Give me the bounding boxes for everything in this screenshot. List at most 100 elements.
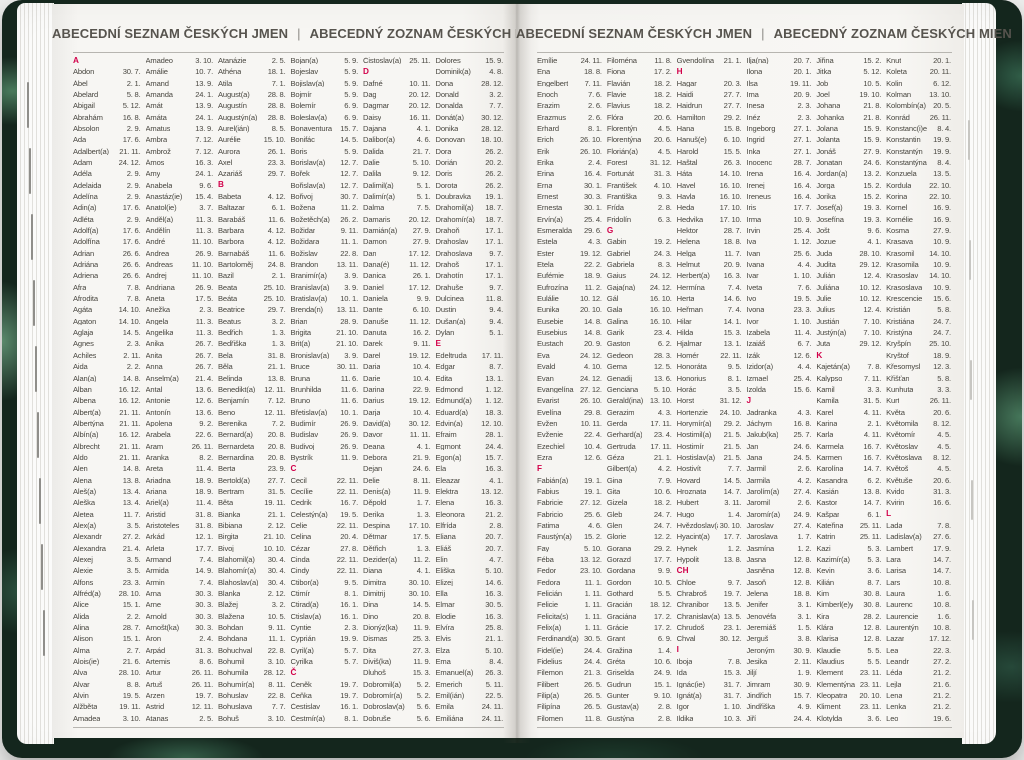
name: Juliána (816, 283, 840, 292)
name-day-date: 17. 2. (653, 67, 672, 77)
page-header-czech: ABECEDNÍ SEZNAM ČESKÝCH JMEN (52, 26, 289, 41)
name-entry: Haidi 27. 7. (677, 89, 742, 100)
name-day-date: 14. 8. (584, 316, 602, 326)
name-day-date: 25. 6. (793, 248, 812, 258)
name: Felicita(s) (537, 612, 569, 621)
name: Daisy (363, 113, 382, 122)
name-entry: Adelaida 2. 9. (73, 180, 141, 191)
name: Drahoš (435, 261, 460, 269)
name: Blahomír(a) (218, 567, 257, 575)
name-entry: Dagmar 20. 12. (363, 100, 431, 111)
name-entry: Aram 26. 11. (146, 441, 214, 452)
name: Anastáz(ie) (145, 193, 183, 201)
name-entry: Iveta 7. 6. (746, 282, 811, 293)
section-letter: Č (291, 668, 359, 679)
name: Alison (73, 635, 93, 643)
name: Dluhoš (363, 669, 386, 678)
name-day-date: 20. 7. (485, 543, 503, 553)
name: Eduard(a) (435, 408, 468, 417)
page-header: ABECEDNÍ SEZNAM ČESKÝCH JMEN | ABECEDNÝ ZO… (516, 26, 1012, 41)
name: Dětmar (363, 533, 387, 541)
name: Lambert (886, 544, 913, 553)
name-day-date: 21. 1. (485, 634, 503, 644)
name: Aram (145, 442, 164, 451)
name-entry: Artuš 26. 11. (146, 679, 214, 690)
name-entry: Korina 22. 10. (886, 191, 951, 202)
name-day-date: 30. 3. (195, 623, 213, 633)
name: Hamilton (676, 113, 706, 122)
name-day-date: 15. 2. (584, 532, 602, 542)
name: Helga (676, 249, 696, 258)
name-entry: Bedřiška 1. 3. (218, 339, 286, 350)
name-entry: Apolena 9. 2. (146, 418, 214, 429)
name-entry: Bohuš 3. 10. (218, 713, 286, 724)
name-entry: Kryšpín 25. 10. (886, 339, 951, 350)
name: Féba (537, 556, 554, 564)
name-entry: Jenifer 3. 1. (746, 600, 811, 611)
name-day-date: 18. 8. (723, 237, 742, 247)
name: Ambra (145, 136, 168, 144)
name-day-date: 18. 8. (584, 67, 602, 77)
section-letter-text: E (435, 339, 441, 349)
name: Iva (746, 238, 757, 246)
name-entry: Dorota 26. 2. (436, 180, 504, 191)
name-day-date: 17. 5. (412, 532, 431, 542)
name-entry: Dylan 5. 1. (436, 327, 504, 338)
name: Adriána (73, 261, 99, 269)
name: Čeněk (290, 680, 312, 689)
name-day-date: 25. 6. (584, 509, 602, 519)
name-day-date: 5. 10. (653, 384, 672, 394)
name: Adelína (73, 193, 98, 201)
name: Artemis (145, 658, 171, 666)
name-day-date: 12. 7. (340, 169, 358, 179)
name-entry: Lara 14. 7. (886, 554, 951, 565)
name-day-date: 5. 1. (416, 180, 431, 190)
name-entry: Dejan 24. 6. (363, 463, 431, 474)
name-entry: Laura 1. 6. (886, 588, 951, 599)
name: Felicián (537, 590, 562, 598)
name: Bolemír (290, 102, 316, 110)
name-day-date: 15. 9. (863, 135, 882, 145)
name-day-date: 10. 4. (412, 373, 431, 383)
name: Areta (145, 465, 163, 473)
name-day-date: 26. 1. (412, 271, 431, 281)
name-day-date: 22. 9. (412, 384, 431, 394)
name: Bořek (290, 170, 310, 178)
name-entry: Jiří 24. 4. (746, 713, 811, 724)
name-entry: Ctirad(a) 16. 1. (291, 600, 359, 611)
name-entry: Aglaja 14. 5. (73, 327, 141, 338)
name: Johana (816, 102, 841, 110)
name-day-date: 12. 6. (584, 452, 602, 462)
name-day-date: 2. 6. (797, 464, 812, 474)
name-day-date: 13. 4. (122, 498, 141, 508)
name-entry: Ilja(na) 20. 7. (746, 55, 811, 66)
name: Dalma (363, 204, 385, 212)
name: Koleta (886, 68, 907, 76)
name: Gabin (606, 238, 627, 246)
name: Ingrid (746, 136, 765, 144)
name-day-date: 20. 8. (267, 452, 286, 462)
name: Eva (537, 351, 550, 360)
name-entry: Elfrída 2. 8. (436, 520, 504, 531)
name-entry: Křesomysl 12. 3. (886, 361, 951, 372)
name-entry: Ariadna 18. 9. (146, 475, 214, 486)
name: Dominik(a) (435, 68, 471, 76)
name-entry: Ezechiel 10. 4. (537, 441, 602, 452)
name: Bruno (290, 397, 311, 405)
name-entry: Fay 5. 10. (537, 543, 602, 554)
name-entry: Dan 17. 12. (363, 248, 431, 259)
name: Anežka (145, 306, 170, 315)
name-entry: Kurt 26. 11. (886, 395, 951, 406)
name-day-date: 16. 8. (122, 112, 141, 122)
name: Iveta (746, 283, 763, 292)
name-day-date: 18. 8. (793, 589, 812, 599)
name-day-date: 11. 2. (584, 282, 602, 292)
name-day-date: 28. 2. (863, 611, 882, 621)
name-day-date: 28. 7. (793, 157, 812, 167)
name-day-date: 27. 7. (723, 101, 742, 111)
name: Ema (435, 658, 451, 666)
name-entry: Fidel(ie) 24. 4. (537, 645, 602, 656)
name-day-date: 9. 6. (199, 180, 213, 190)
name-entry: Kasandra 6. 2. (816, 475, 881, 486)
name-day-date: 4. 2. (797, 475, 812, 485)
